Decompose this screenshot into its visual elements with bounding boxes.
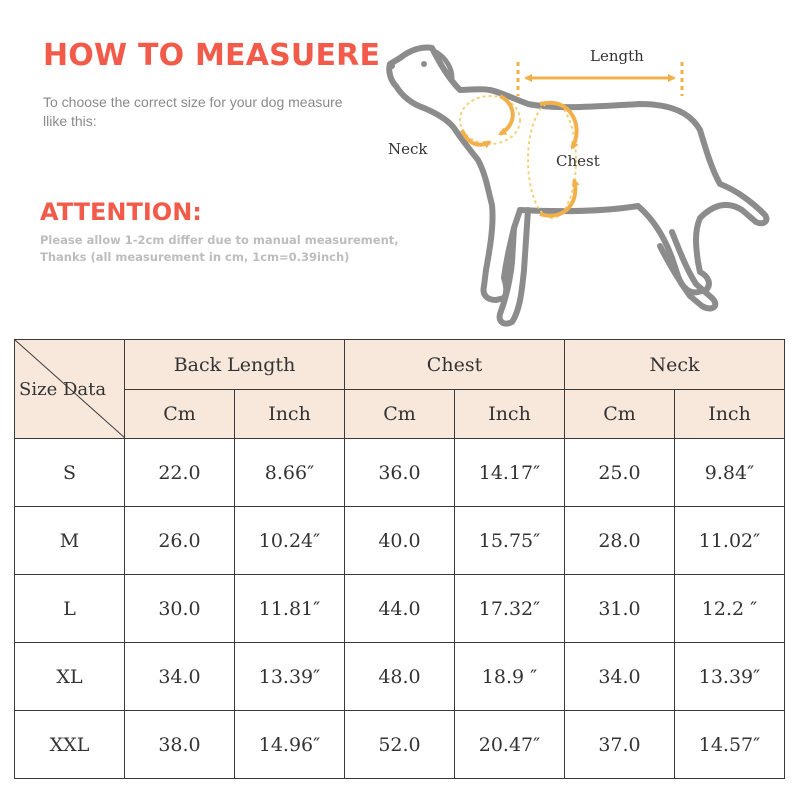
value-cell: 38.0 [124,710,235,779]
value-cell: 34.0 [564,642,675,711]
value-cell: 48.0 [344,642,455,711]
corner-diagonal [15,340,125,438]
value-cell: 17.32″ [454,574,565,643]
intro-text: To choose the correct size for your dog … [43,94,343,129]
size-cell: M [14,506,125,575]
value-cell: 8.66″ [234,438,345,507]
value-cell: 18.9 ″ [454,642,565,711]
unit-header: Cm [124,389,235,439]
dog-front-leg [496,207,531,327]
chest-label: Chest [556,152,600,170]
value-cell: 26.0 [124,506,235,575]
dog-nose [389,63,395,69]
unit-header-row: Cm Inch Cm Inch Cm Inch [15,389,785,439]
unit-header: Cm [344,389,455,439]
value-cell: 36.0 [344,438,455,507]
value-cell: 11.02″ [674,506,785,575]
neck-arrow-lower [460,129,492,149]
size-cell: XXL [14,710,125,779]
value-cell: 25.0 [564,438,675,507]
value-cell: 28.0 [564,506,675,575]
table-row: XXL 38.0 14.96″ 52.0 20.47″ 37.0 14.57″ [14,710,785,779]
value-cell: 52.0 [344,710,455,779]
length-label: Length [590,47,644,65]
measuring-guide: HOW TO MEASUERE To choose the correct si… [0,0,800,335]
chest-dashed-loop [527,101,577,219]
chest-arrow-lower [539,178,580,218]
table-row: L 30.0 11.81″ 44.0 17.32″ 31.0 12.2 ″ [14,574,785,643]
page-title: HOW TO MEASUERE [43,38,381,73]
table-row: M 26.0 10.24″ 40.0 15.75″ 28.0 11.02″ [14,506,785,575]
unit-header: Inch [234,389,345,439]
value-cell: 22.0 [124,438,235,507]
unit-header: Inch [674,389,785,439]
group-header-row: Size Data Back Length Chest Neck [14,339,785,439]
attention-note: Please allow 1-2cm differ due to manual … [40,233,399,264]
value-cell: 11.81″ [234,574,345,643]
table-row: XL 34.0 13.39″ 48.0 18.9 ″ 34.0 13.39″ [14,642,785,711]
dog-hind-leg [657,229,719,312]
neck-arrow-upper [498,94,515,136]
value-cell: 30.0 [124,574,235,643]
value-cell: 12.2 ″ [674,574,785,643]
value-cell: 9.84″ [674,438,785,507]
chest-arrow-upper [539,100,579,150]
dog-outline [386,44,770,303]
value-cell: 40.0 [344,506,455,575]
dog-eye [421,61,427,67]
value-cell: 13.39″ [674,642,785,711]
corner-label: Size Data [19,379,107,400]
value-cell: 15.75″ [454,506,565,575]
unit-header: Cm [564,389,675,439]
dog-ear [433,49,455,81]
dog-measurement-diagram: Length Neck Chest [386,44,770,327]
group-header: Back Length [124,339,345,390]
value-cell: 20.47″ [454,710,565,779]
corner-header: Size Data [14,339,125,439]
value-cell: 14.57″ [674,710,785,779]
value-cell: 37.0 [564,710,675,779]
value-cell: 13.39″ [234,642,345,711]
size-cell: S [14,438,125,507]
neck-label: Neck [388,140,428,158]
value-cell: 44.0 [344,574,455,643]
group-header: Neck [564,339,785,390]
value-cell: 10.24″ [234,506,345,575]
size-chart-table: Size Data Back Length Chest Neck Cm Inch… [14,339,785,779]
size-cell: L [14,574,125,643]
table-row: S 22.0 8.66″ 36.0 14.17″ 25.0 9.84″ [14,438,785,507]
unit-header: Inch [454,389,565,439]
attention-title: ATTENTION: [40,198,202,226]
value-cell: 14.17″ [454,438,565,507]
value-cell: 31.0 [564,574,675,643]
size-cell: XL [14,642,125,711]
value-cell: 34.0 [124,642,235,711]
group-header: Chest [344,339,565,390]
value-cell: 14.96″ [234,710,345,779]
